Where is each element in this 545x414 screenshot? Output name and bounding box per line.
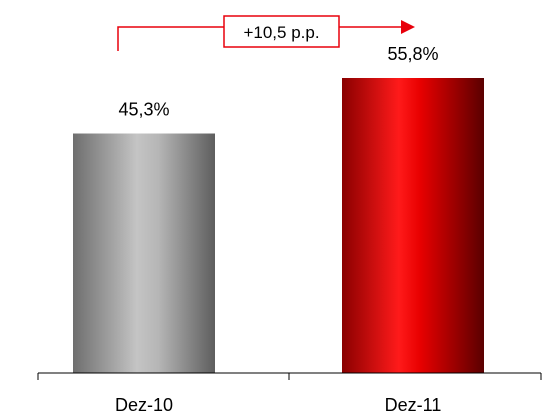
value-label-dez-10: 45,3% xyxy=(118,100,169,120)
bar-dez-11 xyxy=(342,78,484,373)
annotation-box xyxy=(223,15,340,48)
annotation-arrow-head xyxy=(401,20,415,34)
value-label-dez-11: 55,8% xyxy=(387,44,438,64)
annotation-text: +10,5 p.p. xyxy=(243,23,319,42)
bar-dez-10 xyxy=(73,133,215,373)
category-label-dez-11: Dez-11 xyxy=(385,395,442,414)
growth-annotation: +10,5 p.p. xyxy=(117,15,415,51)
category-label-dez-10: Dez-10 xyxy=(115,395,173,414)
